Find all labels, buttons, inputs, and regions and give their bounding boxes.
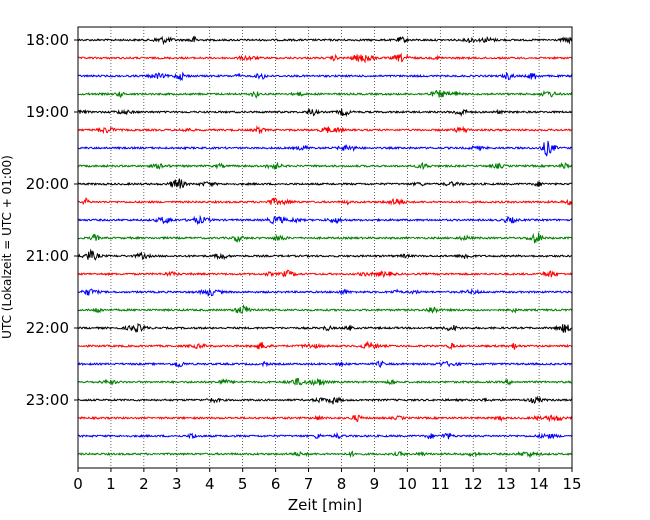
trace-1800 [77, 35, 573, 46]
x-axis-label: Zeit [min] [288, 496, 362, 514]
y-tick-label-2300: 23:00 [26, 391, 69, 409]
y-tick-label-2100: 21:00 [26, 247, 69, 265]
x-tick-label-4: 4 [205, 475, 215, 493]
trace-1845 [77, 89, 573, 99]
trace-2115 [77, 269, 573, 278]
x-tick-label-11: 11 [431, 475, 450, 493]
trace-2200 [77, 322, 573, 333]
trace-1945 [77, 161, 573, 171]
trace-1930 [77, 140, 573, 157]
plot-frame [77, 26, 573, 469]
trace-2300 [77, 395, 573, 405]
trace-group [77, 35, 573, 459]
trace-1815 [77, 52, 573, 64]
trace-2230 [77, 360, 573, 369]
trace-2130 [77, 287, 573, 297]
x-tick-label-15: 15 [562, 475, 581, 493]
x-tick-label-6: 6 [271, 475, 281, 493]
y-axis: 18:00 19:00 20:00 21:00 22:00 23:00 [26, 31, 78, 409]
trace-2045 [77, 232, 573, 244]
x-axis: 0 1 2 3 4 5 6 7 8 9 10 11 12 13 14 15 [73, 468, 582, 493]
x-tick-label-1: 1 [106, 475, 116, 493]
trace-2330 [77, 431, 573, 440]
x-tick-label-14: 14 [530, 475, 549, 493]
trace-2345 [77, 450, 573, 459]
y-tick-label-1900: 19:00 [26, 103, 69, 121]
trace-2100 [77, 248, 573, 261]
x-tick-label-7: 7 [304, 475, 314, 493]
x-tick-label-3: 3 [172, 475, 182, 493]
trace-2215 [77, 340, 573, 351]
trace-1900 [77, 108, 573, 118]
trace-2030 [77, 214, 573, 226]
trace-2315 [77, 414, 573, 423]
x-tick-label-8: 8 [337, 475, 347, 493]
x-tick-label-12: 12 [464, 475, 483, 493]
x-tick-label-13: 13 [497, 475, 516, 493]
trace-2245 [77, 377, 572, 387]
trace-2000 [77, 178, 573, 189]
trace-1830 [77, 71, 573, 82]
trace-1915 [77, 125, 573, 135]
y-tick-label-2000: 20:00 [26, 175, 69, 193]
trace-2145 [77, 303, 573, 314]
y-axis-label: UTC (Lokalzeit = UTC + 01:00) [0, 155, 14, 339]
y-tick-label-2200: 22:00 [26, 319, 69, 337]
y-tick-label-1800: 18:00 [26, 31, 69, 49]
x-tick-label-0: 0 [73, 475, 83, 493]
x-tick-label-9: 9 [370, 475, 380, 493]
x-tick-label-10: 10 [398, 475, 417, 493]
trace-2015 [77, 197, 573, 206]
x-tick-label-2: 2 [139, 475, 149, 493]
x-tick-label-5: 5 [238, 475, 248, 493]
